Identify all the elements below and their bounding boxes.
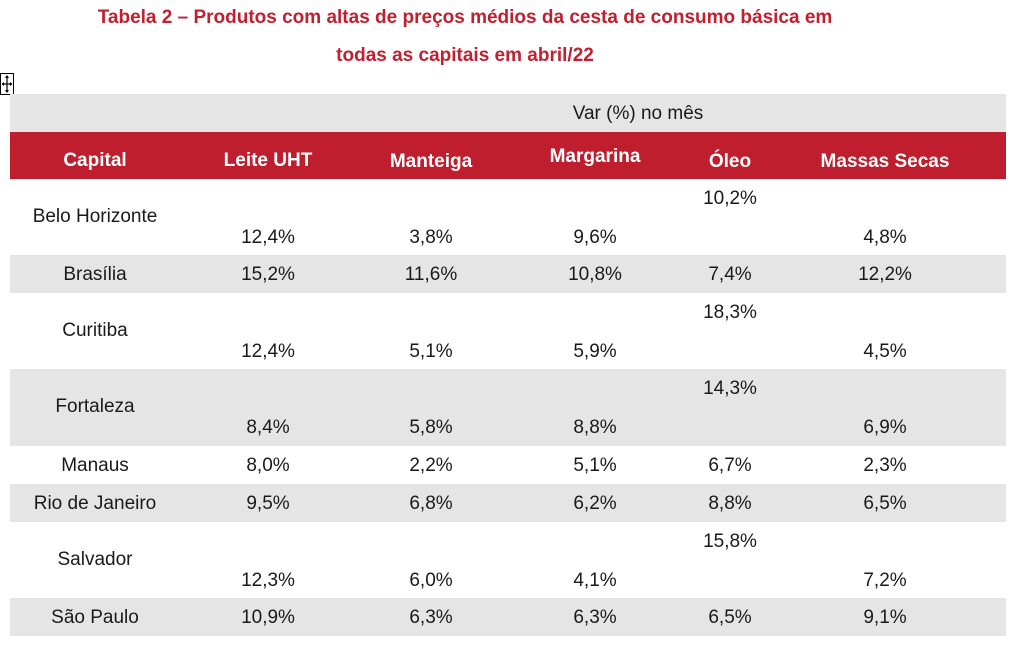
value-cell-oleo: 15,8% xyxy=(703,531,757,552)
value-cell-leite: 12,4% xyxy=(241,341,295,362)
value-cell-leite: 10,9% xyxy=(241,607,295,628)
table-row: Fortaleza 8,4% 5,8% 8,8% 14,3% 6,9% xyxy=(10,369,1006,446)
value-cell-massas: 6,9% xyxy=(863,417,907,438)
value-cell-leite: 8,0% xyxy=(246,455,290,476)
value-cell-manteiga: 2,2% xyxy=(409,455,453,476)
table-row: São Paulo 10,9% 6,3% 6,3% 6,5% 9,1% xyxy=(10,598,1006,636)
value-cell-oleo: 7,4% xyxy=(708,264,752,285)
table-row: Brasília 15,2% 11,6% 10,8% 7,4% 12,2% xyxy=(10,255,1006,293)
value-cell-margarina: 5,9% xyxy=(573,341,617,362)
value-cell-margarina: 9,6% xyxy=(573,227,617,248)
header-oleo: Óleo xyxy=(708,151,752,172)
capital-cell: Fortaleza xyxy=(55,396,135,417)
value-cell-leite: 12,3% xyxy=(241,570,295,591)
value-cell-oleo: 14,3% xyxy=(703,378,757,399)
value-cell-massas: 9,1% xyxy=(863,607,907,628)
value-cell-massas: 6,5% xyxy=(863,493,907,514)
value-cell-oleo: 10,2% xyxy=(703,188,757,209)
value-cell-leite: 12,4% xyxy=(241,227,295,248)
header-capital: Capital xyxy=(63,150,127,171)
table-row: Rio de Janeiro 9,5% 6,8% 6,2% 8,8% 6,5% xyxy=(10,484,1006,522)
value-cell-margarina: 8,8% xyxy=(573,417,617,438)
capital-cell: Salvador xyxy=(57,549,133,570)
table-row: Curitiba 12,4% 5,1% 5,9% 18,3% 4,5% xyxy=(10,293,1006,369)
header-manteiga: Manteiga xyxy=(389,151,473,172)
move-arrows-icon[interactable] xyxy=(0,72,14,96)
value-cell-leite: 15,2% xyxy=(241,264,295,285)
table-title-line-1: Tabela 2 – Produtos com altas de preços … xyxy=(97,7,833,28)
value-cell-manteiga: 6,0% xyxy=(409,570,453,591)
value-cell-margarina: 5,1% xyxy=(573,455,617,476)
table-row: Salvador 12,3% 6,0% 4,1% 15,8% 7,2% xyxy=(10,522,1006,598)
table-title-line-2: todas as capitais em abril/22 xyxy=(336,45,594,66)
value-cell-manteiga: 11,6% xyxy=(404,264,458,285)
supheader-label: Var (%) no mês xyxy=(572,103,704,124)
value-cell-oleo: 18,3% xyxy=(703,302,757,323)
value-cell-leite: 9,5% xyxy=(246,493,290,514)
value-cell-massas: 12,2% xyxy=(858,264,912,285)
table-row: Manaus 8,0% 2,2% 5,1% 6,7% 2,3% xyxy=(10,446,1006,484)
table-supheader-row: Var (%) no mês xyxy=(10,94,1006,132)
capital-cell: Belo Horizonte xyxy=(32,206,158,227)
value-cell-manteiga: 6,8% xyxy=(409,493,453,514)
value-cell-margarina: 4,1% xyxy=(573,570,617,591)
price-table: Var (%) no mês Capital Leite UHT Manteiga M… xyxy=(10,94,1006,636)
value-cell-oleo: 8,8% xyxy=(708,493,752,514)
table-row: Belo Horizonte 12,4% 3,8% 9,6% 10,2% 4,8% xyxy=(10,179,1006,255)
value-cell-margarina: 10,8% xyxy=(568,264,622,285)
value-cell-oleo: 6,7% xyxy=(708,455,752,476)
value-cell-manteiga: 3,8% xyxy=(409,227,453,248)
capital-cell: São Paulo xyxy=(51,607,139,628)
value-cell-manteiga: 5,1% xyxy=(409,341,453,362)
header-margarina: Margarina xyxy=(549,146,641,167)
value-cell-margarina: 6,2% xyxy=(573,493,617,514)
value-cell-manteiga: 6,3% xyxy=(409,607,453,628)
capital-cell: Rio de Janeiro xyxy=(33,493,157,514)
capital-cell: Brasília xyxy=(63,264,127,285)
value-cell-massas: 7,2% xyxy=(863,570,907,591)
value-cell-massas: 4,5% xyxy=(863,341,907,362)
value-cell-oleo: 6,5% xyxy=(708,607,752,628)
value-cell-massas: 4,8% xyxy=(863,227,907,248)
header-leite: Leite UHT xyxy=(223,150,313,171)
capital-cell: Curitiba xyxy=(62,320,128,341)
header-massas: Massas Secas xyxy=(820,151,950,172)
value-cell-manteiga: 5,8% xyxy=(409,417,453,438)
value-cell-leite: 8,4% xyxy=(246,417,290,438)
capital-cell: Manaus xyxy=(61,455,129,476)
value-cell-margarina: 6,3% xyxy=(573,607,617,628)
table-header-row: Capital Leite UHT Manteiga Margarina Óleo Mas… xyxy=(10,132,1006,179)
value-cell-massas: 2,3% xyxy=(863,455,907,476)
